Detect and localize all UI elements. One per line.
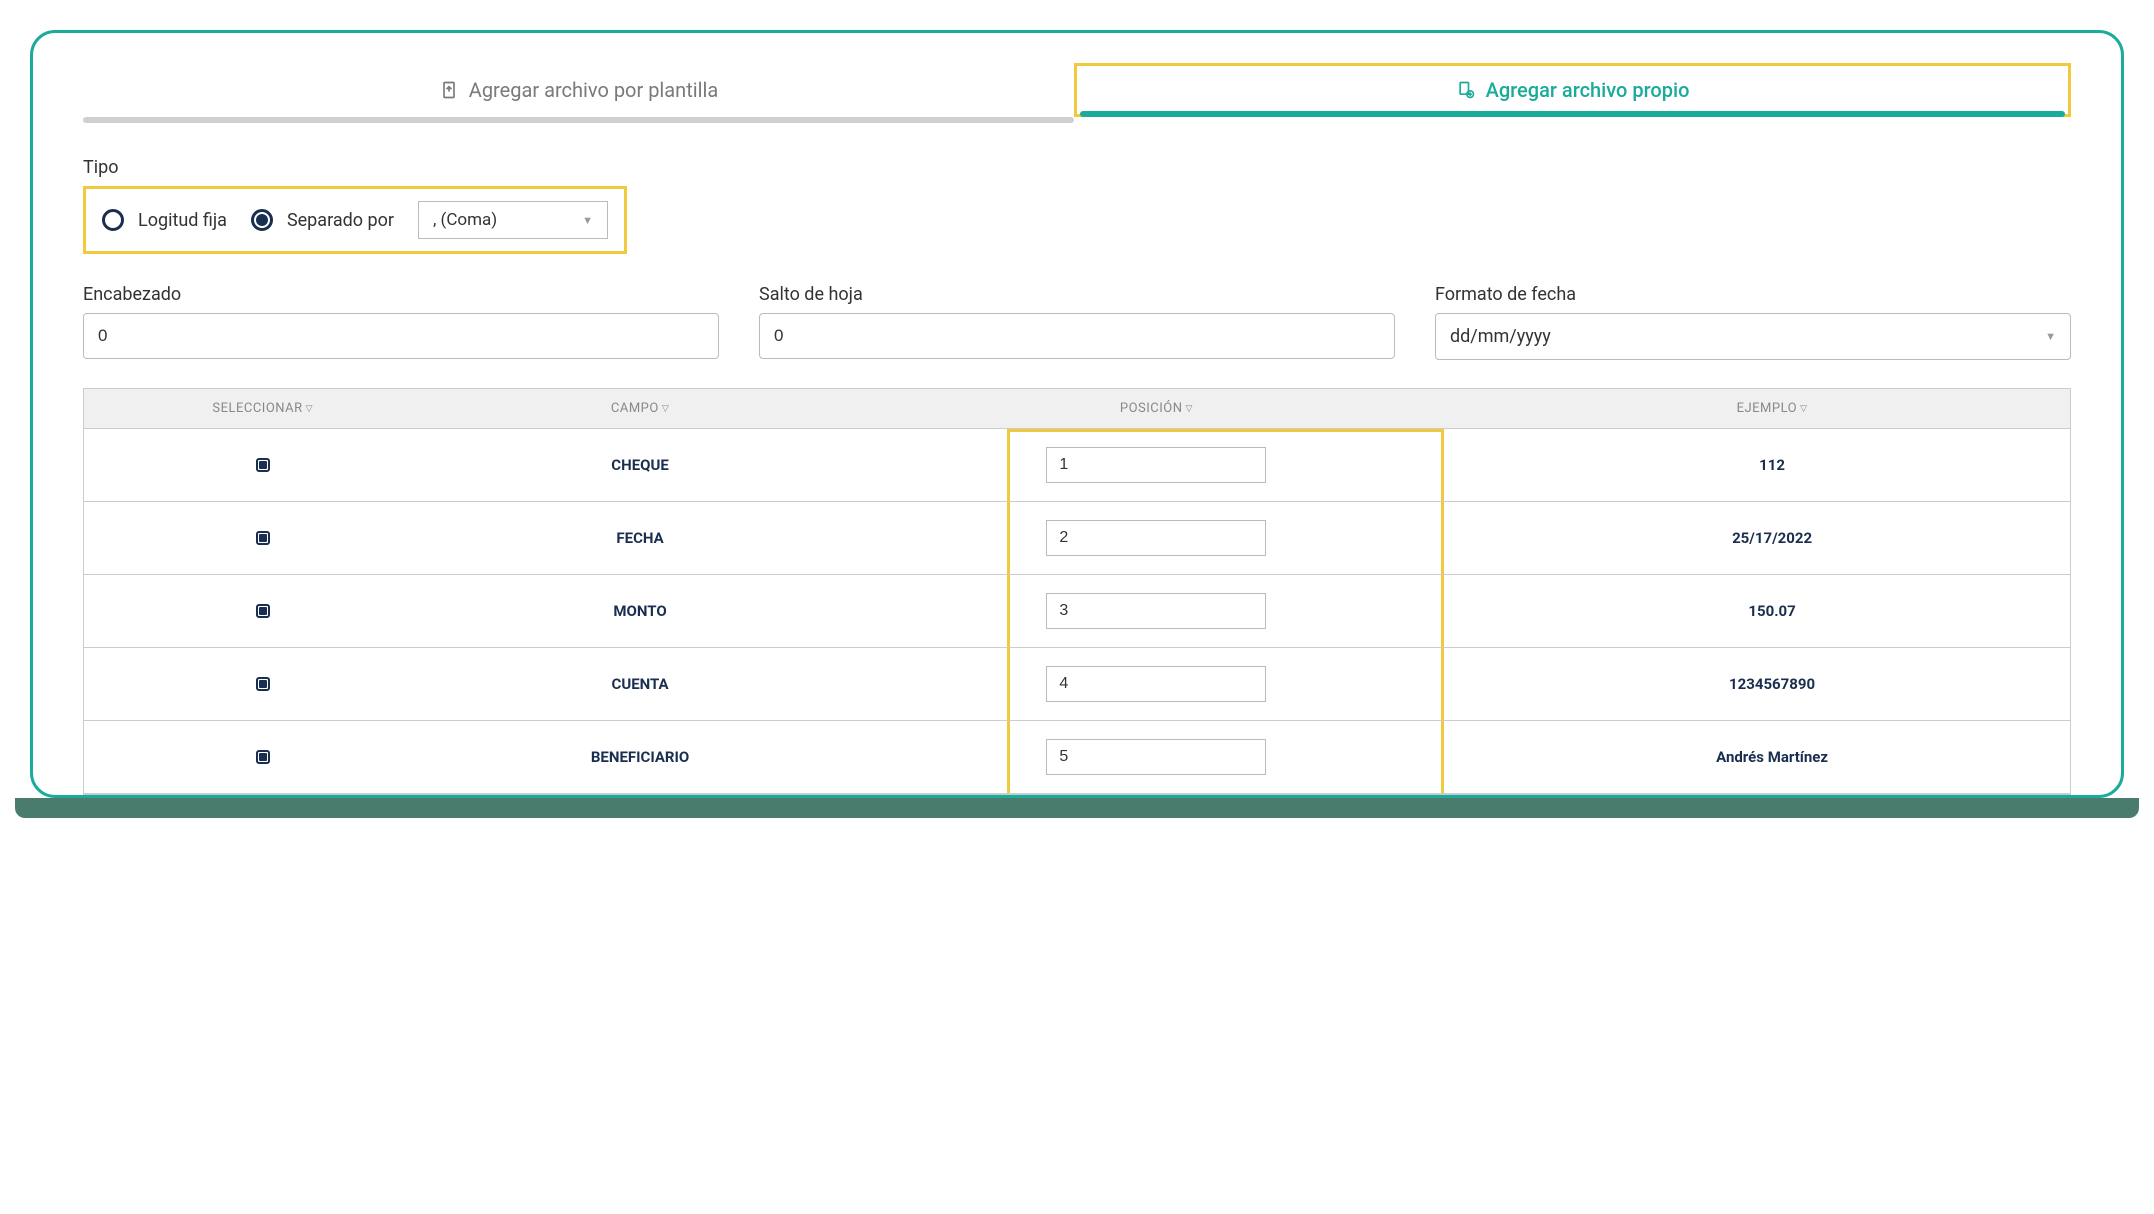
tipo-section: Tipo Logitud fija Separado por , (Coma) …: [83, 157, 2071, 254]
cell-campo: BENEFICIARIO: [441, 721, 838, 793]
posicion-input[interactable]: [1046, 666, 1266, 702]
tipo-label: Tipo: [83, 157, 2071, 178]
separator-select[interactable]: , (Coma) ▼: [418, 201, 608, 239]
th-campo[interactable]: Campo: [441, 389, 838, 428]
radio-longitud-fija[interactable]: Logitud fija: [102, 209, 227, 231]
encabezado-group: Encabezado: [83, 284, 719, 360]
salto-group: Salto de hoja: [759, 284, 1395, 360]
config-inputs-row: Encabezado Salto de hoja Formato de fech…: [83, 284, 2071, 360]
tipo-controls: Logitud fija Separado por , (Coma) ▼: [83, 186, 627, 254]
campo-text: FECHA: [616, 529, 663, 547]
table-row: CUENTA 1234567890: [84, 648, 2070, 721]
th-ejemplo[interactable]: Ejemplo: [1474, 389, 2070, 428]
radio-label-2: Separado por: [287, 210, 394, 231]
tabs-container: Agregar archivo por plantilla Agregar ar…: [83, 63, 2071, 117]
laptop-frame: Agregar archivo por plantilla Agregar ar…: [30, 30, 2124, 798]
encabezado-input[interactable]: [83, 313, 719, 359]
table-header: Seleccionar Campo Posición Ejemplo: [84, 389, 2070, 429]
salto-input[interactable]: [759, 313, 1395, 359]
table-row: CHEQUE 112: [84, 429, 2070, 502]
fecha-group: Formato de fecha dd/mm/yyyy ▼: [1435, 284, 2071, 360]
laptop-base: [15, 798, 2139, 818]
radio-circle-checked[interactable]: [251, 209, 273, 231]
th-seleccionar[interactable]: Seleccionar: [84, 389, 441, 428]
cell-ejemplo: 112: [1474, 429, 2070, 501]
ejemplo-text: 25/17/2022: [1732, 529, 1812, 547]
file-gear-icon: [1456, 80, 1476, 100]
cell-seleccionar: [84, 648, 441, 720]
posicion-input[interactable]: [1046, 593, 1266, 629]
fecha-value: dd/mm/yyyy: [1450, 326, 1551, 347]
campo-text: BENEFICIARIO: [591, 748, 689, 766]
cell-campo: FECHA: [441, 502, 838, 574]
tab-plantilla-label: Agregar archivo por plantilla: [469, 78, 718, 102]
cell-posicion: [839, 721, 1475, 793]
row-checkbox[interactable]: [256, 750, 270, 764]
row-checkbox[interactable]: [256, 604, 270, 618]
ejemplo-text: 150.07: [1748, 602, 1795, 620]
campo-text: MONTO: [613, 602, 666, 620]
cell-campo: MONTO: [441, 575, 838, 647]
row-checkbox[interactable]: [256, 458, 270, 472]
th-posicion[interactable]: Posición: [839, 389, 1475, 428]
cell-ejemplo: Andrés Martínez: [1474, 721, 2070, 793]
tab-underline-active: [1080, 111, 2065, 117]
cell-seleccionar: [84, 575, 441, 647]
radio-label-1: Logitud fija: [138, 210, 227, 231]
cell-posicion: [839, 429, 1475, 501]
salto-label: Salto de hoja: [759, 284, 1395, 305]
cell-seleccionar: [84, 502, 441, 574]
tab-propio-label: Agregar archivo propio: [1486, 78, 1690, 102]
radio-separado-por[interactable]: Separado por: [251, 209, 394, 231]
fecha-label: Formato de fecha: [1435, 284, 2071, 305]
separator-value: , (Coma): [433, 210, 497, 230]
tab-plantilla[interactable]: Agregar archivo por plantilla: [83, 63, 1074, 117]
fields-table: Seleccionar Campo Posición Ejemplo CHEQU…: [83, 388, 2071, 795]
chevron-down-icon: ▼: [582, 214, 593, 227]
cell-seleccionar: [84, 429, 441, 501]
cell-campo: CUENTA: [441, 648, 838, 720]
campo-text: CUENTA: [612, 675, 669, 693]
cell-ejemplo: 150.07: [1474, 575, 2070, 647]
app-content: Agregar archivo por plantilla Agregar ar…: [33, 33, 2121, 795]
encabezado-label: Encabezado: [83, 284, 719, 305]
posicion-input[interactable]: [1046, 739, 1266, 775]
chevron-down-icon: ▼: [2045, 330, 2056, 343]
campo-text: CHEQUE: [611, 456, 669, 474]
cell-ejemplo: 1234567890: [1474, 648, 2070, 720]
tab-propio[interactable]: Agregar archivo propio: [1074, 63, 2071, 117]
cell-posicion: [839, 502, 1475, 574]
table-row: BENEFICIARIO Andrés Martínez: [84, 721, 2070, 794]
cell-ejemplo: 25/17/2022: [1474, 502, 2070, 574]
cell-posicion: [839, 648, 1475, 720]
cell-posicion: [839, 575, 1475, 647]
fecha-select[interactable]: dd/mm/yyyy ▼: [1435, 313, 2071, 360]
radio-circle-unchecked[interactable]: [102, 209, 124, 231]
file-upload-icon: [439, 80, 459, 100]
table-row: FECHA 25/17/2022: [84, 502, 2070, 575]
table-row: MONTO 150.07: [84, 575, 2070, 648]
posicion-input[interactable]: [1046, 520, 1266, 556]
ejemplo-text: 1234567890: [1729, 675, 1815, 693]
ejemplo-text: 112: [1759, 456, 1785, 474]
row-checkbox[interactable]: [256, 677, 270, 691]
tab-underline: [83, 117, 1074, 123]
posicion-input[interactable]: [1046, 447, 1266, 483]
table-body: CHEQUE 112 FECHA 25/17/2022 MONTO: [84, 429, 2070, 794]
ejemplo-text: Andrés Martínez: [1716, 748, 1828, 766]
cell-seleccionar: [84, 721, 441, 793]
cell-campo: CHEQUE: [441, 429, 838, 501]
row-checkbox[interactable]: [256, 531, 270, 545]
